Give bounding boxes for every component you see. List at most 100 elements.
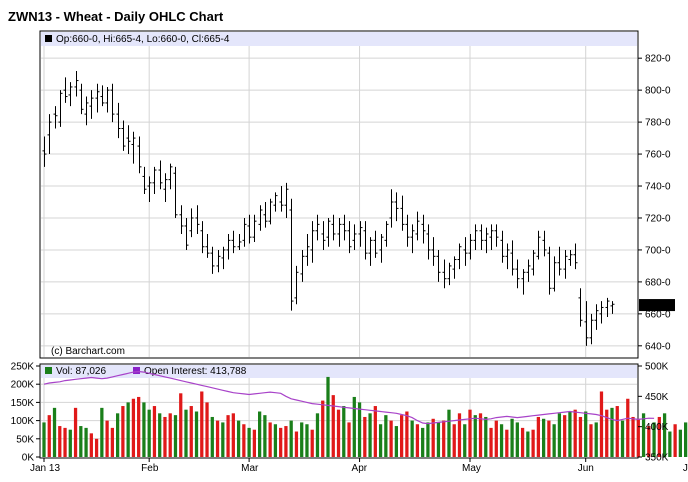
volume-bar [457,413,462,457]
volume-bar [599,391,604,457]
volume-bar [636,418,640,457]
x-axis-tick-label: Jun [578,463,594,474]
open-interest-y-tick-label: 350K [645,453,669,464]
ohlc-bar [95,83,100,113]
volume-bar [100,407,104,457]
volume-bar [321,400,325,457]
ohlc-bar [121,120,126,151]
volume-y-tick-label: 250K [11,362,35,373]
x-axis-tick-label: Jan 13 [30,463,60,474]
price-y-tick-label: 820-0 [645,54,671,65]
ohlc-bar [436,249,441,282]
price-y-tick-label: 780-0 [645,118,671,129]
volume-bar [284,426,288,457]
price-y-tick-label: 740-0 [645,182,671,193]
volume-bar [252,429,257,457]
ohlc-bar [452,256,457,279]
price-y-tick-label: 760-0 [645,150,671,161]
volume-bar [173,415,178,457]
ohlc-bar [100,85,105,107]
price-y-axis: 640-0 660-0 680-0 700-0 720-0 740-0 760-0 780-0… [638,54,675,352]
volume-bar [662,413,667,457]
ohlc-bar [200,221,205,254]
ohlc-bar [237,233,242,250]
ohlc-bar [415,211,420,241]
price-y-tick-label: 660-0 [645,309,671,320]
volume-bar [615,406,619,457]
ohlc-bar [137,136,142,174]
volume-bar [520,427,525,457]
ohlc-bar [74,70,79,97]
ohlc-bar [242,217,247,247]
volume-header-bar [41,365,637,378]
volume-bar [478,413,483,457]
ohlc-bar [79,83,84,115]
ohlc-bar [605,297,610,318]
ohlc-bar [58,90,63,127]
volume-bar [557,413,562,457]
ohlc-bar [68,82,73,107]
ohlc-bar [557,246,562,276]
open-interest-line [43,370,655,425]
volume-bar [137,396,141,457]
volume-bar [89,433,93,457]
ohlc-bar [47,114,52,155]
ohlc-bar [310,221,315,263]
ohlc-bar [463,237,468,266]
ohlc-bar [489,224,494,250]
price-grid [41,46,637,357]
ohlc-bar [331,214,336,241]
ohlc-bar [321,221,326,250]
volume-bar [431,418,435,457]
volume-bar [668,431,672,457]
price-y-tick-label: 680-0 [645,277,671,288]
volume-bar [357,402,362,457]
ohlc-bar [552,256,557,292]
volume-bar [526,431,530,457]
ohlc-bar [505,243,510,270]
volume-bar [194,411,199,457]
x-axis-tick-label: Apr [352,463,368,474]
ohlc-bar [578,288,583,327]
ohlc-bar [84,96,89,126]
volume-bar [683,422,688,457]
volume-bar [594,422,598,457]
ohlc-bar [379,233,384,263]
ohlc-bar [216,249,221,273]
volume-bar [115,413,120,457]
ohlc-bar [384,221,389,247]
ohlc-bar [589,313,594,345]
volume-bar [631,416,635,457]
volume-bar [378,424,383,457]
volume-bar [63,427,67,457]
volume-bar [315,413,320,457]
volume-bar [547,420,551,457]
volume-bar [657,416,661,457]
ohlc-bar [594,304,599,330]
volume-y-tick-label: 50K [16,434,34,445]
ohlc-bar [421,214,426,244]
volume-bar [552,424,556,457]
volume-bar [263,415,267,457]
volume-y-tick-label: 200K [11,380,35,391]
ohlc-bar [221,246,226,270]
ohlc-bar [258,205,263,231]
ohlc-bar [315,214,320,241]
ohlc-bar [389,189,394,228]
volume-bar [620,420,625,457]
x-axis-tick-label: Mar [241,463,259,474]
volume-bar [236,420,241,457]
ohlc-bar [195,205,200,234]
volume-bar [541,418,546,457]
volume-bar [326,376,330,457]
ohlc-bar [105,86,110,113]
volume-bar [58,426,62,457]
ohlc-bar [326,217,331,247]
ohlc-bar [610,301,615,314]
ohlc-bar [368,237,373,266]
volume-bar [415,424,420,457]
open-interest-legend-label: Open Interest: 413,788 [144,366,247,377]
ohlc-bar [536,230,541,260]
volume-y-tick-label: 100K [11,416,35,427]
